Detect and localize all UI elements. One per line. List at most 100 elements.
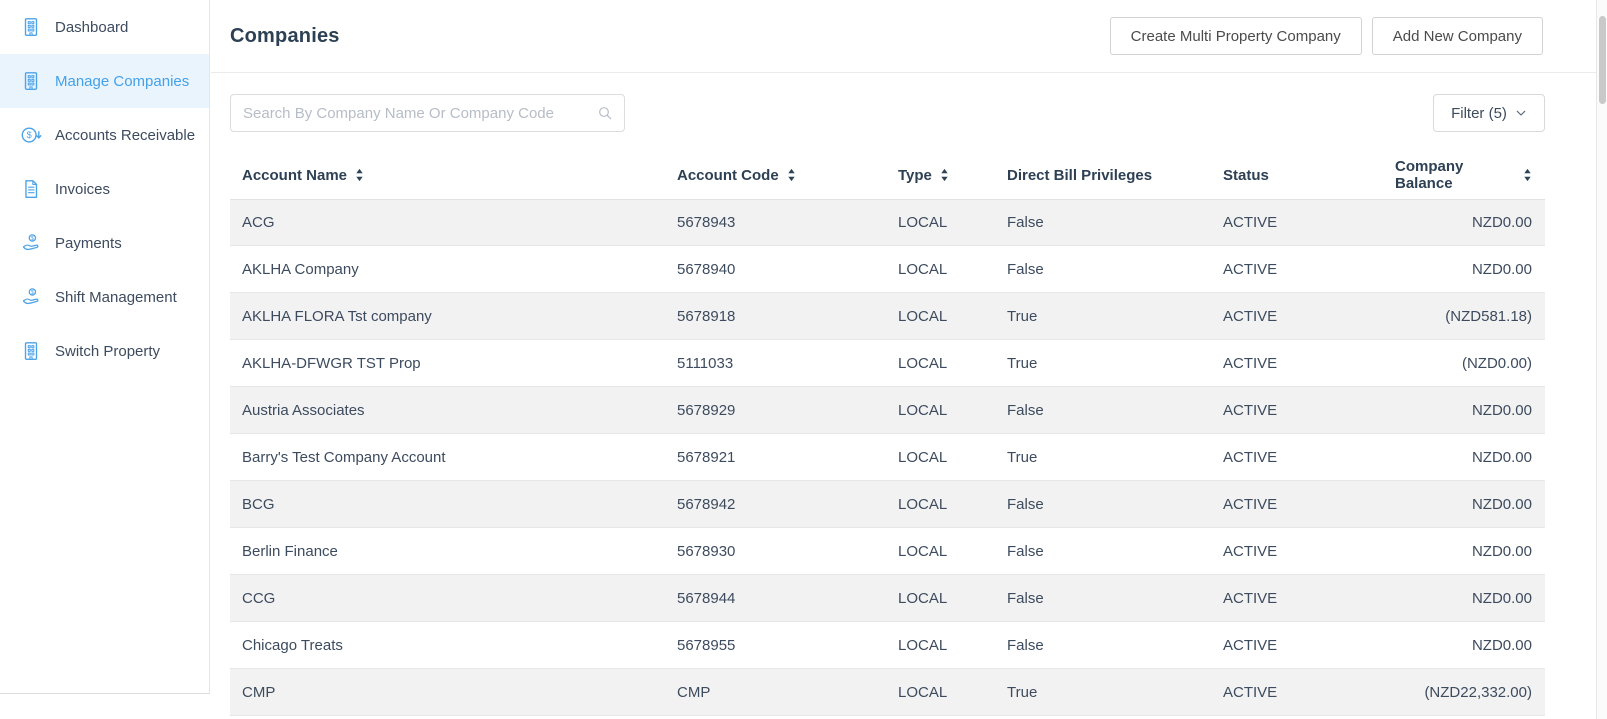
table-row[interactable]: Chicago Treats 5678955 LOCAL False ACTIV… — [230, 622, 1545, 669]
cell-company-balance: (NZD0.00) — [1461, 354, 1532, 372]
hand-coin-icon — [20, 232, 42, 254]
cell-account-name: AKLHA Company — [242, 260, 359, 278]
sidebar-item-dashboard[interactable]: Dashboard — [0, 0, 209, 54]
cell-account-name: Austria Associates — [242, 401, 365, 419]
cell-account-code: 5111033 — [677, 354, 734, 372]
cell-company-balance: (NZD22,332.00) — [1424, 683, 1532, 701]
main-content: Companies Create Multi Property Company … — [211, 0, 1607, 716]
cell-company-balance: NZD0.00 — [1471, 495, 1532, 513]
cell-account-name: Chicago Treats — [242, 636, 343, 654]
sidebar-item-label: Dashboard — [55, 18, 129, 36]
sidebar-item-switch-property[interactable]: Switch Property — [0, 324, 209, 378]
table-body: ACG 5678943 LOCAL False ACTIVE NZD0.00 A… — [230, 199, 1545, 716]
cell-account-code: 5678930 — [677, 542, 736, 560]
table-row[interactable]: BCG 5678942 LOCAL False ACTIVE NZD0.00 — [230, 481, 1545, 528]
table-row[interactable]: Barry's Test Company Account 5678921 LOC… — [230, 434, 1545, 481]
table-row[interactable]: CMP CMP LOCAL True ACTIVE (NZD22,332.00) — [230, 669, 1545, 716]
column-header-type[interactable]: Type — [898, 167, 1007, 184]
cell-status: ACTIVE — [1223, 683, 1278, 701]
sort-arrows-icon — [1524, 168, 1531, 182]
create-multi-property-company-button[interactable]: Create Multi Property Company — [1109, 17, 1362, 55]
filter-button[interactable]: Filter (5) — [1433, 94, 1545, 132]
column-header-account-name[interactable]: Account Name — [242, 167, 677, 184]
cell-account-code: CMP — [677, 683, 711, 701]
cell-company-balance: (NZD581.18) — [1445, 307, 1532, 325]
cell-account-name: CMP — [242, 683, 276, 701]
cell-status: ACTIVE — [1223, 542, 1278, 560]
table-header-row: Account Name Account Code Type Direct Bi… — [230, 151, 1545, 199]
page-title: Companies — [230, 24, 340, 47]
building-icon — [20, 16, 42, 38]
column-header-label: Direct Bill Privileges — [1007, 166, 1153, 184]
cell-account-name: AKLHA-DFWGR TST Prop — [242, 354, 421, 372]
cell-type: LOCAL — [898, 448, 948, 466]
sidebar-item-label: Manage Companies — [55, 72, 190, 90]
column-header-label: Status — [1223, 166, 1269, 184]
filter-label: Filter (5) — [1451, 104, 1507, 122]
sidebar-item-label: Invoices — [55, 180, 111, 198]
scrollbar-thumb[interactable] — [1599, 16, 1606, 104]
table-row[interactable]: Austria Associates 5678929 LOCAL False A… — [230, 387, 1545, 434]
cell-account-name: CCG — [242, 589, 276, 607]
table-row[interactable]: Berlin Finance 5678930 LOCAL False ACTIV… — [230, 528, 1545, 575]
cell-type: LOCAL — [898, 495, 948, 513]
column-header-company-balance[interactable]: Company Balance — [1395, 158, 1532, 192]
vertical-scrollbar[interactable] — [1596, 0, 1607, 719]
sort-arrows-icon — [356, 168, 363, 182]
sidebar-item-payments[interactable]: Payments — [0, 216, 209, 270]
table-row[interactable]: AKLHA-DFWGR TST Prop 5111033 LOCAL True … — [230, 340, 1545, 387]
cell-direct-bill-privileges: False — [1007, 401, 1044, 419]
cell-status: ACTIVE — [1223, 589, 1278, 607]
cell-account-code: 5678929 — [677, 401, 736, 419]
table-row[interactable]: ACG 5678943 LOCAL False ACTIVE NZD0.00 — [230, 199, 1545, 246]
cell-direct-bill-privileges: True — [1007, 354, 1038, 372]
table-row[interactable]: AKLHA FLORA Tst company 5678918 LOCAL Tr… — [230, 293, 1545, 340]
sidebar-item-manage-companies[interactable]: Manage Companies — [0, 54, 209, 108]
invoice-icon — [20, 178, 42, 200]
cell-account-code: 5678955 — [677, 636, 736, 654]
cell-company-balance: NZD0.00 — [1471, 260, 1532, 278]
cell-type: LOCAL — [898, 589, 948, 607]
column-header-label: Company Balance — [1395, 158, 1464, 192]
toolbar: Filter (5) — [230, 94, 1545, 132]
column-header-status: Status — [1223, 167, 1395, 184]
sidebar-item-shift-management[interactable]: Shift Management — [0, 270, 209, 324]
cell-account-code: 5678944 — [677, 589, 736, 607]
cell-type: LOCAL — [898, 636, 948, 654]
table-row[interactable]: AKLHA Company 5678940 LOCAL False ACTIVE… — [230, 246, 1545, 293]
cell-type: LOCAL — [898, 260, 948, 278]
cell-account-code: 5678918 — [677, 307, 736, 325]
cell-company-balance: NZD0.00 — [1471, 214, 1532, 231]
cell-status: ACTIVE — [1223, 448, 1278, 466]
cell-account-name: Berlin Finance — [242, 542, 338, 560]
sidebar-item-invoices[interactable]: Invoices — [0, 162, 209, 216]
cell-company-balance: NZD0.00 — [1471, 636, 1532, 654]
sidebar-item-accounts-receivable[interactable]: Accounts Receivable — [0, 108, 209, 162]
cell-direct-bill-privileges: False — [1007, 495, 1044, 513]
table-row[interactable]: CCG 5678944 LOCAL False ACTIVE NZD0.00 — [230, 575, 1545, 622]
column-header-label: Type — [898, 166, 932, 184]
cell-direct-bill-privileges: True — [1007, 448, 1038, 466]
sidebar-item-label: Switch Property — [55, 342, 161, 360]
dollar-circle-icon — [20, 124, 42, 146]
add-new-company-button[interactable]: Add New Company — [1371, 17, 1543, 55]
cell-account-code: 5678942 — [677, 495, 736, 513]
cell-company-balance: NZD0.00 — [1471, 542, 1532, 560]
sidebar-item-label: Accounts Receivable — [55, 126, 196, 144]
sidebar: Dashboard Manage Companies Accounts Rece… — [0, 0, 210, 694]
topbar: Companies Create Multi Property Company … — [211, 0, 1607, 73]
chevron-down-icon — [1515, 107, 1527, 119]
building-icon — [20, 340, 42, 362]
cell-account-name: ACG — [242, 214, 275, 231]
search-input[interactable] — [230, 94, 625, 132]
cell-company-balance: NZD0.00 — [1471, 401, 1532, 419]
cell-direct-bill-privileges: False — [1007, 542, 1044, 560]
cell-account-code: 5678940 — [677, 260, 736, 278]
cell-status: ACTIVE — [1223, 401, 1278, 419]
topbar-buttons: Create Multi Property Company Add New Co… — [1109, 17, 1543, 55]
cell-direct-bill-privileges: False — [1007, 260, 1044, 278]
companies-table: Account Name Account Code Type Direct Bi… — [230, 151, 1545, 716]
cell-direct-bill-privileges: True — [1007, 683, 1038, 701]
sort-arrows-icon — [788, 168, 795, 182]
column-header-account-code[interactable]: Account Code — [677, 167, 898, 184]
